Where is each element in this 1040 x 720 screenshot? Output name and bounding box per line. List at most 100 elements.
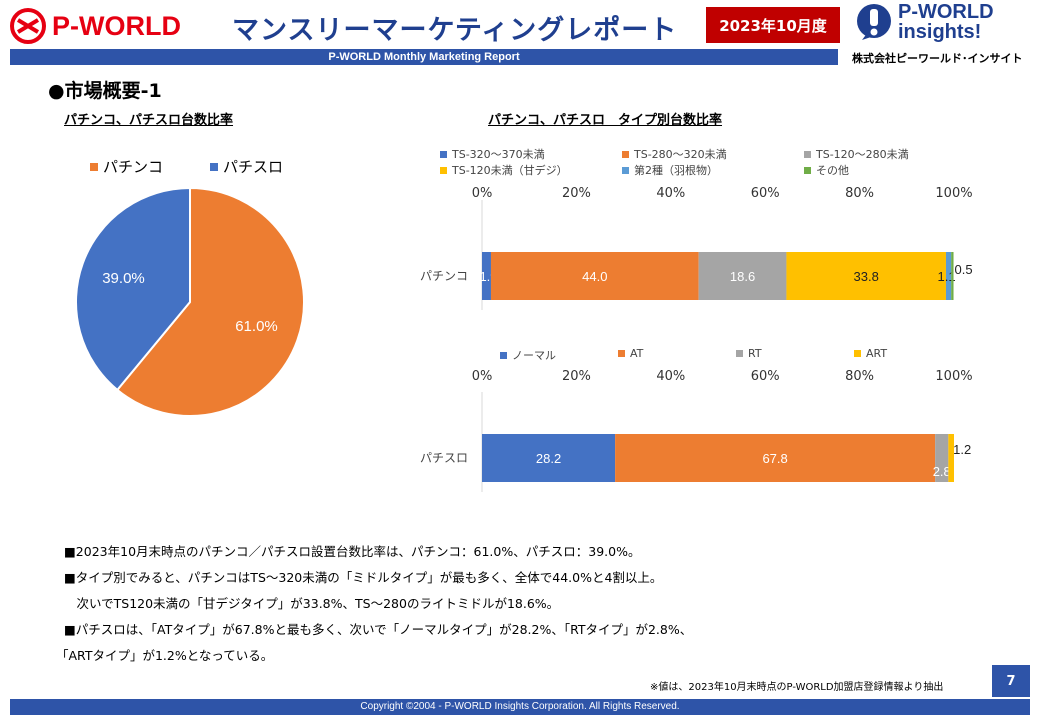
legend-swatch <box>804 166 811 174</box>
pachislo-legend: ノーマル AT RT ART <box>500 347 960 363</box>
note-line: 「ARTタイプ」が1.2%となっている。 <box>56 648 274 663</box>
summary-notes: ■2023年10月末時点のパチンコ／パチスロ設置台数比率は、パチンコ：61.0%… <box>56 539 693 669</box>
x-tick-label: 20% <box>561 186 591 201</box>
legend-item: TS-120未満（甘デジ） <box>440 162 568 178</box>
note-line: ■2023年10月末時点のパチンコ／パチスロ設置台数比率は、パチンコ：61.0%… <box>64 544 641 559</box>
legend-label: TS-320～370未満 <box>452 148 545 161</box>
legend-item: 第2種（羽根物） <box>622 162 718 178</box>
bar-segment <box>786 252 946 300</box>
bar-segment <box>698 252 787 300</box>
copyright-footer: Copyright ©2004 - P-WORLD Insights Corpo… <box>10 699 1030 715</box>
pie-legend-swatch <box>210 162 218 171</box>
legend-label: ノーマル <box>512 349 556 362</box>
legend-swatch <box>622 166 629 174</box>
category-label: パチスロ <box>420 451 468 465</box>
legend-swatch <box>618 350 625 357</box>
bar-segment <box>615 434 936 482</box>
note-line: ■タイプ別でみると、パチンコはTS～320未満の「ミドルタイプ」が最も多く、全体… <box>64 570 663 585</box>
legend-label: 第2種（羽根物） <box>634 164 718 177</box>
pie-slice-label: 39.0% <box>102 270 145 287</box>
pie-legend-item: パチスロ <box>210 156 283 177</box>
legend-item: AT <box>618 347 643 360</box>
pachinko-axis: 0% 20% 40% 60% 80% 100% <box>0 186 1040 204</box>
bar-value-label: 33.8 <box>854 269 879 284</box>
note-line: 次いでTS120未満の「甘デジタイプ」が33.8%、TS～280のライトミドルが… <box>64 596 560 611</box>
p-world-logo-icon <box>10 8 46 44</box>
bar-value-label: 0.5 <box>955 262 973 277</box>
report-title: マンスリーマーケティングレポート <box>232 15 678 46</box>
brand-line1: P-WORLD <box>898 1 994 23</box>
legend-label: TS-120～280未満 <box>816 148 909 161</box>
pie-slice <box>115 186 305 417</box>
legend-item: TS-280～320未満 <box>622 146 727 162</box>
pachislo-axis: 0% 20% 40% 60% 80% 100% <box>0 369 1040 387</box>
pie-legend-item: パチンコ <box>90 156 163 177</box>
x-tick-label: 0% <box>471 186 493 201</box>
pachislo-chart: パチスロ 28.2 67.8 2.81.2 <box>420 392 971 492</box>
x-tick-label: 0% <box>471 369 493 384</box>
bar-segment <box>945 252 952 300</box>
x-tick-label: 80% <box>845 369 875 384</box>
pie-legend-label: パチンコ <box>103 158 164 176</box>
legend-label: TS-120未満（甘デジ） <box>452 164 568 177</box>
category-label: パチンコ <box>420 269 468 283</box>
legend-swatch <box>854 350 861 357</box>
bar-value-label: 67.8 <box>762 451 787 466</box>
bar-value-label: 1.1 <box>938 269 956 284</box>
pie-legend-label: パチスロ <box>223 158 284 176</box>
legend-label: TS-280～320未満 <box>634 148 727 161</box>
bar-value-label: 28.2 <box>536 451 561 466</box>
legend-swatch <box>736 350 743 357</box>
pie-legend: パチンコ パチスロ <box>60 152 360 182</box>
p-world-logo: P-WORLD <box>10 8 210 44</box>
bar-segment <box>482 252 491 300</box>
legend-label: RT <box>748 347 762 360</box>
pie-legend-swatch <box>90 162 98 171</box>
legend-item: その他 <box>804 162 849 178</box>
legend-swatch <box>440 150 447 158</box>
pachinko-legend: TS-320～370未満 TS-280～320未満 TS-120～280未満 TS-1… <box>440 146 1000 180</box>
source-note: ※値は、2023年10月末時点のP-WORLD加盟店登録情報より抽出 <box>650 682 944 693</box>
legend-swatch <box>440 166 447 174</box>
x-tick-label: 40% <box>656 369 686 384</box>
period-badge: 2023年10月度 <box>706 7 840 43</box>
bar-value-label: 1.2 <box>953 442 971 457</box>
bar-segment <box>948 434 954 482</box>
legend-item: RT <box>736 347 762 360</box>
legend-label: AT <box>630 347 644 360</box>
legend-item: TS-320～370未満 <box>440 146 545 162</box>
bar-segment <box>935 434 949 482</box>
bar-value-label: 2.8 <box>933 464 951 479</box>
legend-label: ART <box>866 347 888 360</box>
pie-chart: 61.0% 39.0% <box>75 186 305 417</box>
legend-item: TS-120～280未満 <box>804 146 909 162</box>
x-tick-label: 60% <box>750 369 780 384</box>
logo-text: P-WORLD <box>52 10 181 41</box>
bar-segment <box>490 252 699 300</box>
bar-value-label: 18.6 <box>730 269 755 284</box>
insights-brand: P-WORLD insights! 株式会社ピーワールド･インサイト <box>852 2 1036 66</box>
pie-slice-label: 61.0% <box>235 318 278 335</box>
insights-logo-icon <box>857 4 891 40</box>
brand-corp: 株式会社ピーワールド･インサイト <box>852 52 1023 65</box>
pachinko-chart: パチンコ 1.9 44.0 18.6 33.8 1.10.5 <box>420 200 973 310</box>
subtitle-bar: P-WORLD Monthly Marketing Report <box>10 49 838 65</box>
x-tick-label: 100% <box>935 369 973 384</box>
x-tick-label: 80% <box>845 186 875 201</box>
bar-value-label: 44.0 <box>582 269 607 284</box>
x-tick-label: 40% <box>656 186 686 201</box>
section-title: ●市場概要-1 <box>48 80 162 102</box>
x-tick-label: 60% <box>750 186 780 201</box>
pie-chart-title: パチンコ、パチスロ台数比率 <box>64 113 234 128</box>
page-number: 7 <box>992 665 1030 697</box>
legend-swatch <box>804 150 811 158</box>
note-line: ■パチスロは、「ATタイプ」が67.8%と最も多く、次いで「ノーマルタイプ」が2… <box>64 622 693 637</box>
legend-swatch <box>500 351 507 359</box>
brand-line2: insights! <box>898 21 982 43</box>
pie-slice <box>75 186 191 392</box>
legend-label: その他 <box>816 164 849 177</box>
x-tick-label: 100% <box>935 186 973 201</box>
legend-item: ART <box>854 347 887 360</box>
legend-item: ノーマル <box>500 347 556 363</box>
x-tick-label: 20% <box>561 369 591 384</box>
